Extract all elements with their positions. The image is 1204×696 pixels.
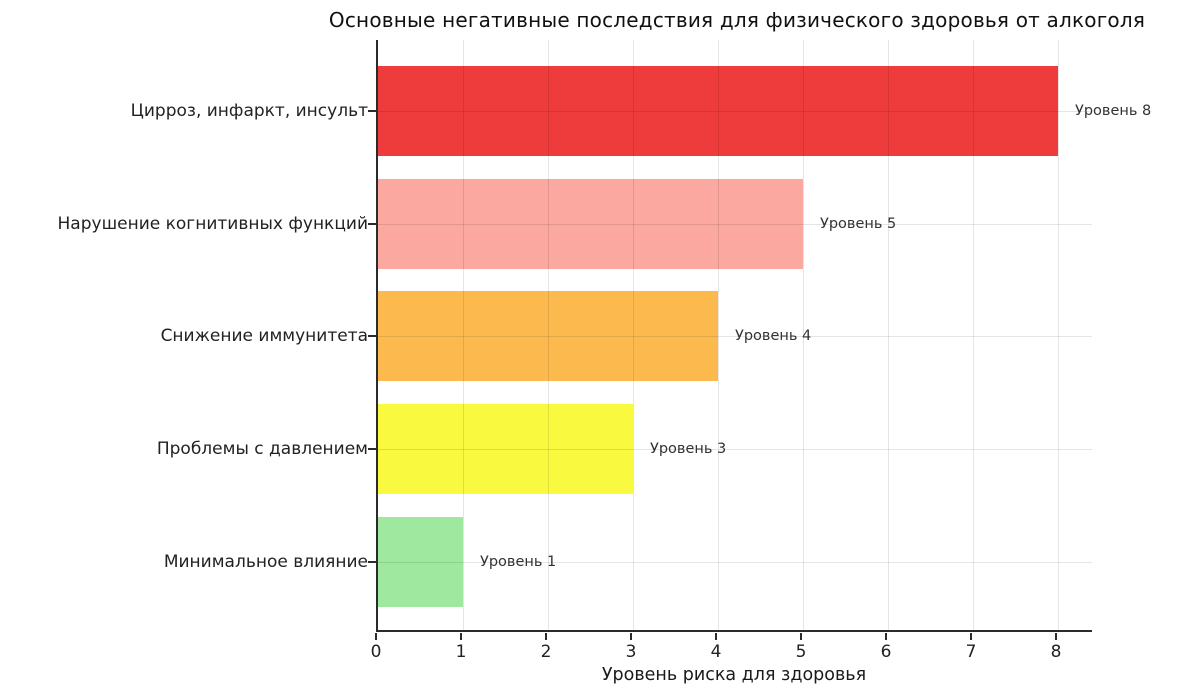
x-axis-title: Уровень риска для здоровья xyxy=(601,665,867,685)
x-tick-mark-7 xyxy=(970,633,972,640)
bar-value-label-5: Уровень 1 xyxy=(480,554,557,570)
gridline-vertical-2 xyxy=(547,40,549,630)
x-tick-mark-5 xyxy=(800,633,802,640)
x-tick-label-7: 7 xyxy=(965,642,977,662)
gridline-vertical-7 xyxy=(972,40,974,630)
bar-value-label-1: Уровень 8 xyxy=(1075,103,1152,119)
y-tick-mark-3 xyxy=(368,335,376,337)
x-tick-mark-8 xyxy=(1055,633,1057,640)
x-tick-label-8: 8 xyxy=(1050,642,1062,662)
y-tick-label-1: Цирроз, инфаркт, инсульт xyxy=(130,101,368,121)
x-tick-label-2: 2 xyxy=(540,642,552,662)
y-tick-label-5: Минимальное влияние xyxy=(163,552,368,572)
gridline-vertical-1 xyxy=(462,40,464,630)
gridline-vertical-8 xyxy=(1057,40,1059,630)
y-tick-label-2: Нарушение когнитивных функций xyxy=(57,214,368,234)
x-tick-label-3: 3 xyxy=(625,642,637,662)
x-tick-mark-0 xyxy=(375,633,377,640)
x-tick-mark-2 xyxy=(545,633,547,640)
gridline-horizontal-3 xyxy=(378,335,1092,337)
x-tick-label-4: 4 xyxy=(710,642,722,662)
bar-value-label-2: Уровень 5 xyxy=(820,216,897,232)
x-tick-label-1: 1 xyxy=(455,642,467,662)
gridline-horizontal-1 xyxy=(378,110,1092,112)
x-tick-label-0: 0 xyxy=(370,642,382,662)
bar-value-label-4: Уровень 3 xyxy=(650,441,727,457)
gridline-vertical-5 xyxy=(802,40,804,630)
bar-1 xyxy=(378,66,1058,156)
x-tick-label-5: 5 xyxy=(795,642,807,662)
gridline-horizontal-5 xyxy=(378,561,1092,563)
y-tick-label-3: Снижение иммунитета xyxy=(160,326,368,346)
x-tick-mark-6 xyxy=(885,633,887,640)
y-tick-mark-4 xyxy=(368,448,376,450)
y-tick-mark-1 xyxy=(368,110,376,112)
bar-5 xyxy=(378,517,463,607)
x-tick-label-6: 6 xyxy=(880,642,892,662)
gridline-vertical-4 xyxy=(717,40,719,630)
x-tick-mark-1 xyxy=(460,633,462,640)
gridline-horizontal-4 xyxy=(378,448,1092,450)
plot-area: Уровень 8 Уровень 5 Уровень 4 Уровень 3 Уров… xyxy=(376,40,1151,632)
bar-3 xyxy=(378,291,718,381)
gridline-vertical-6 xyxy=(887,40,889,630)
x-tick-mark-4 xyxy=(715,633,717,640)
chart-title: Основные негативные последствия для физи… xyxy=(328,8,1146,32)
bar-4 xyxy=(378,404,633,494)
x-tick-mark-3 xyxy=(630,633,632,640)
y-tick-mark-5 xyxy=(368,561,376,563)
y-tick-mark-2 xyxy=(368,223,376,225)
bar-2 xyxy=(378,179,803,269)
gridline-vertical-3 xyxy=(632,40,634,630)
bar-value-label-3: Уровень 4 xyxy=(735,328,812,344)
gridline-horizontal-2 xyxy=(378,223,1092,225)
y-tick-label-4: Проблемы с давлением xyxy=(156,439,368,459)
